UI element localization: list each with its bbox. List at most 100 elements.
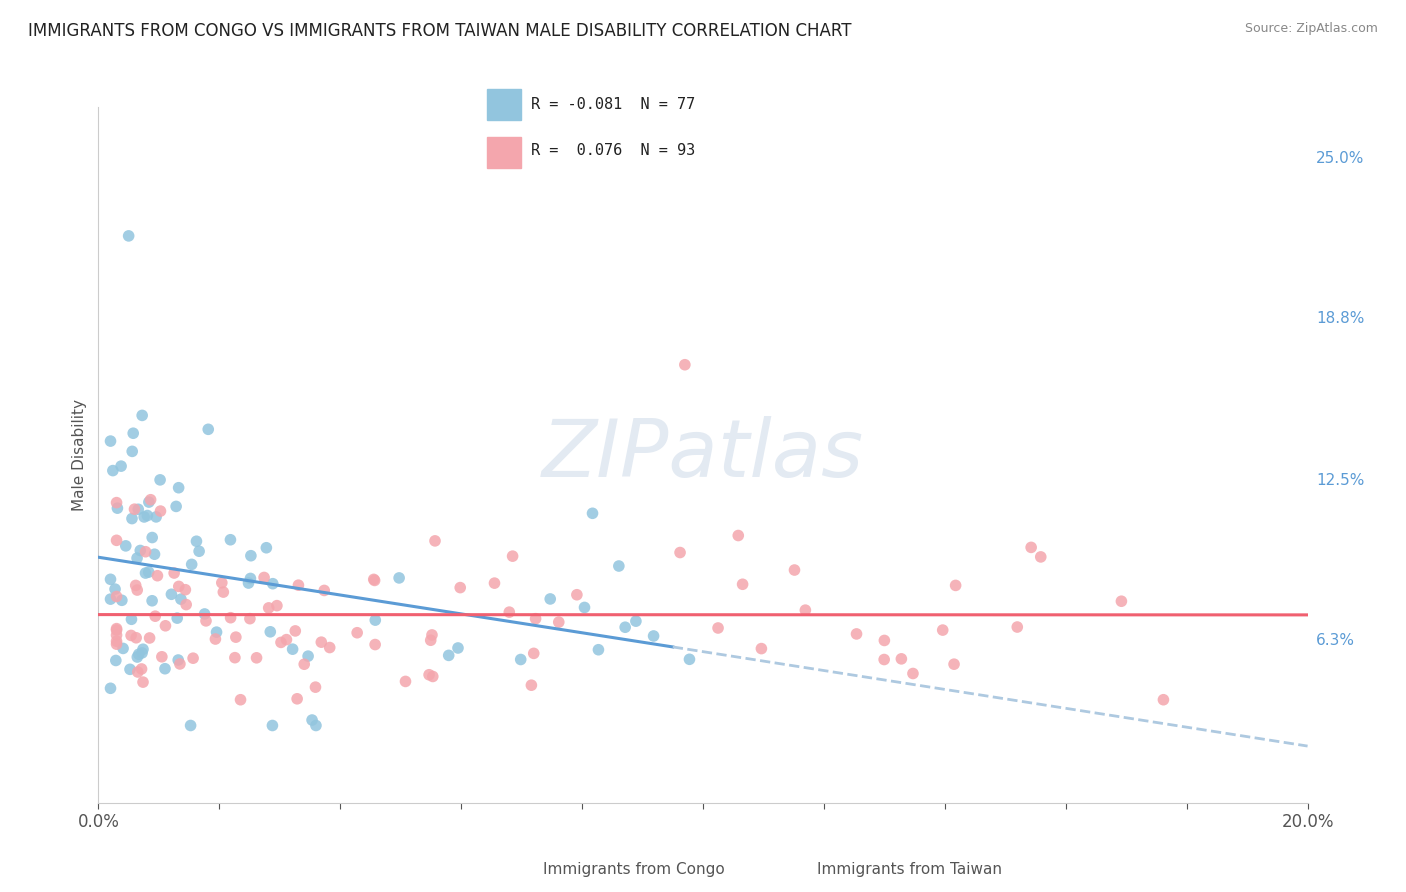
Point [167, 579, 190, 593]
Point [118, 662, 141, 676]
Point [484, 576, 506, 591]
Point [270, 635, 292, 649]
Point [110, 459, 132, 474]
Point [205, 625, 228, 640]
Point [141, 531, 163, 545]
Point [143, 609, 166, 624]
Point [305, 718, 328, 732]
Point [945, 578, 967, 592]
Point [105, 590, 128, 604]
Text: 6.3%: 6.3% [1316, 633, 1355, 648]
Point [105, 634, 128, 648]
Text: 25.0%: 25.0% [1316, 151, 1364, 166]
Text: 12.5%: 12.5% [1316, 473, 1364, 488]
Point [132, 675, 155, 690]
Point [105, 628, 128, 642]
Point [121, 444, 143, 458]
Point [292, 657, 315, 672]
Point [420, 628, 443, 642]
Point [134, 510, 156, 524]
Point [624, 614, 647, 628]
Y-axis label: Male Disability: Male Disability [72, 399, 87, 511]
Point [225, 630, 247, 644]
Point [155, 619, 177, 633]
Point [125, 578, 148, 592]
Point [794, 603, 817, 617]
Point [262, 718, 284, 732]
Point [266, 599, 288, 613]
Point [363, 573, 385, 587]
Point [502, 549, 524, 563]
Point [643, 629, 665, 643]
Point [153, 662, 176, 676]
Point [163, 566, 186, 580]
Point [128, 647, 150, 661]
Text: R = -0.081  N = 77: R = -0.081 N = 77 [530, 97, 695, 112]
Point [253, 570, 276, 584]
Point [111, 593, 134, 607]
Point [727, 528, 749, 542]
Point [301, 713, 323, 727]
Point [180, 558, 202, 572]
Bar [488, 89, 522, 120]
Point [845, 627, 868, 641]
Point [565, 588, 588, 602]
Point [219, 533, 242, 547]
Point [139, 492, 162, 507]
Point [197, 422, 219, 436]
Bar [488, 137, 522, 168]
Point [127, 582, 149, 597]
Point [219, 610, 242, 624]
Point [212, 585, 235, 599]
Point [422, 669, 444, 683]
Point [174, 598, 197, 612]
Point [873, 652, 896, 666]
Point [901, 666, 924, 681]
Point [100, 681, 122, 696]
Point [169, 657, 191, 671]
Point [418, 667, 440, 681]
Point [931, 623, 953, 637]
Point [170, 592, 193, 607]
Point [783, 563, 806, 577]
Point [607, 559, 630, 574]
Point [1029, 549, 1052, 564]
Point [239, 549, 262, 563]
Point [1111, 594, 1133, 608]
Point [224, 650, 246, 665]
Point [276, 632, 298, 647]
Text: ZIPatlas: ZIPatlas [541, 416, 865, 494]
Point [890, 652, 912, 666]
Point [138, 495, 160, 509]
Text: 18.8%: 18.8% [1316, 310, 1364, 326]
Point [132, 642, 155, 657]
Point [167, 481, 190, 495]
Point [943, 657, 966, 672]
Point [304, 680, 326, 694]
Point [239, 612, 262, 626]
Point [287, 578, 309, 592]
Point [136, 508, 159, 523]
Point [138, 565, 160, 579]
Point [581, 506, 603, 520]
Point [105, 623, 128, 637]
Point [547, 615, 569, 629]
Point [135, 545, 157, 559]
Point [134, 566, 156, 580]
Point [262, 576, 284, 591]
Point [423, 533, 446, 548]
Point [121, 511, 143, 525]
Point [245, 650, 267, 665]
Point [127, 665, 149, 679]
Point [105, 533, 128, 548]
Point [105, 637, 128, 651]
Point [259, 624, 281, 639]
Point [574, 600, 596, 615]
Point [314, 583, 336, 598]
Point [138, 631, 160, 645]
Point [437, 648, 460, 663]
Point [125, 551, 148, 566]
Point [181, 651, 204, 665]
Point [120, 628, 142, 642]
Point [100, 592, 122, 607]
